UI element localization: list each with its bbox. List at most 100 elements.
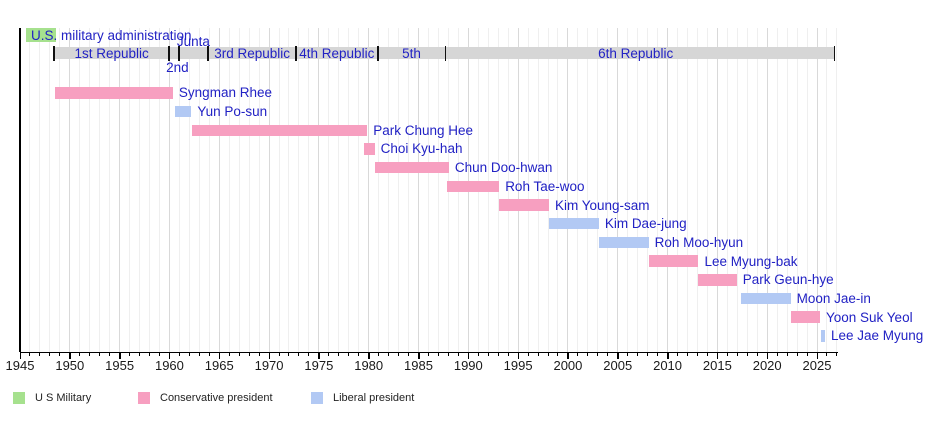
- axis-minor-tick: [358, 353, 360, 356]
- president-bar-roh-tae-woo: [446, 180, 500, 193]
- axis-minor-tick: [278, 353, 280, 356]
- republic-label-5th[interactable]: 5th: [402, 45, 421, 61]
- republic-label-junta[interactable]: Junta: [176, 33, 210, 49]
- gridline: [617, 28, 619, 352]
- gridline: [308, 28, 310, 352]
- gridline: [119, 28, 121, 352]
- gridline: [746, 28, 748, 352]
- gridline: [637, 28, 639, 352]
- gridline: [398, 28, 400, 352]
- president-label-moon-jae-in[interactable]: Moon Jae-in: [796, 290, 871, 306]
- gridline: [557, 28, 559, 352]
- us-military-label[interactable]: U.S. military administration: [31, 27, 192, 43]
- axis-minor-tick: [437, 353, 439, 356]
- axis-major-tick: [318, 353, 320, 359]
- legend-item-liberal: Liberal president: [311, 390, 414, 406]
- president-label-roh-tae-woo[interactable]: Roh Tae-woo: [505, 178, 585, 194]
- gridline: [527, 28, 529, 352]
- president-label-choi-kyu-hah[interactable]: Choi Kyu-hah: [380, 141, 463, 157]
- gridline: [567, 28, 569, 352]
- president-bar-lee-jae-myung: [821, 330, 825, 342]
- republic-label-3rd-republic[interactable]: 3rd Republic: [214, 45, 291, 61]
- gridline: [517, 28, 519, 352]
- axis-year-label: 2010: [653, 358, 683, 373]
- gridline: [188, 28, 190, 352]
- gridline: [288, 28, 290, 352]
- president-label-yun-po-sun[interactable]: Yun Po-sun: [197, 104, 268, 120]
- president-label-kim-dae-jung[interactable]: Kim Dae-jung: [604, 216, 687, 232]
- president-label-kim-young-sam[interactable]: Kim Young-sam: [555, 197, 650, 213]
- president-bar-park-chung-hee: [191, 124, 368, 137]
- gridline: [726, 28, 728, 352]
- gridline: [756, 28, 758, 352]
- axis-minor-tick: [99, 353, 101, 356]
- axis-minor-tick: [607, 353, 609, 356]
- axis-minor-tick: [378, 353, 380, 356]
- axis-minor-tick: [398, 353, 400, 356]
- republic-divider: [168, 45, 170, 61]
- republic-divider: [178, 45, 180, 61]
- president-bar-kim-young-sam: [499, 199, 549, 211]
- axis-minor-tick: [238, 353, 240, 356]
- axis-minor-tick: [457, 353, 459, 356]
- axis-year-label: 1975: [304, 358, 334, 373]
- axis-year-label: 1960: [154, 358, 184, 373]
- gridline: [716, 28, 718, 352]
- gridline: [268, 28, 270, 352]
- republic-label-1st-republic[interactable]: 1st Republic: [74, 45, 149, 61]
- gridline: [99, 28, 101, 352]
- axis-minor-tick: [348, 353, 350, 356]
- axis-minor-tick: [836, 353, 838, 356]
- republic-divider: [295, 45, 297, 61]
- axis-minor-tick: [537, 353, 539, 356]
- axis-major-tick: [218, 353, 221, 359]
- president-label-chun-doo-hwan[interactable]: Chun Doo-hwan: [454, 160, 553, 176]
- axis-major-tick: [517, 353, 520, 359]
- axis-year-label: 1965: [204, 358, 234, 373]
- axis-minor-tick: [49, 353, 51, 356]
- president-label-roh-moo-hyun[interactable]: Roh Moo-hyun: [654, 234, 744, 250]
- axis-minor-tick: [806, 353, 808, 356]
- gridline: [437, 28, 439, 352]
- axis-year-label: 2005: [603, 358, 633, 373]
- axis-minor-tick: [477, 353, 479, 356]
- gridline: [388, 28, 390, 352]
- president-bar-kim-dae-jung: [549, 217, 599, 230]
- president-bar-syngman-rhee: [55, 87, 173, 99]
- axis-minor-tick: [149, 353, 150, 356]
- axis-minor-tick: [527, 353, 529, 356]
- axis-minor-tick: [447, 353, 449, 356]
- president-label-yoon-suk-yeol[interactable]: Yoon Suk Yeol: [825, 309, 913, 325]
- axis-minor-tick: [129, 353, 131, 356]
- republic-divider: [444, 45, 447, 61]
- president-label-park-geun-hye[interactable]: Park Geun-hye: [742, 272, 834, 288]
- republic-label-4th-republic[interactable]: 4th Republic: [299, 45, 375, 61]
- president-bar-moon-jae-in: [740, 292, 791, 305]
- president-label-park-chung-hee[interactable]: Park Chung Hee: [373, 122, 473, 138]
- axis-minor-tick: [577, 353, 579, 356]
- axis-minor-tick: [228, 353, 230, 356]
- republic-label-6th-republic[interactable]: 6th Republic: [598, 45, 674, 61]
- axis-minor-tick: [79, 353, 81, 356]
- president-bar-yoon-suk-yeol: [790, 311, 820, 323]
- gridline: [547, 28, 549, 352]
- president-bar-yun-po-sun: [175, 105, 192, 118]
- axis-year-label: 1980: [354, 358, 384, 373]
- president-label-lee-myung-bak[interactable]: Lee Myung-bak: [704, 253, 798, 269]
- gridline: [298, 28, 300, 352]
- gridline: [218, 28, 220, 352]
- gridline: [627, 28, 629, 352]
- axis-minor-tick: [786, 353, 788, 356]
- gridline: [29, 28, 31, 352]
- president-label-syngman-rhee[interactable]: Syngman Rhee: [178, 85, 272, 101]
- gridline: [178, 28, 180, 352]
- gridline: [806, 28, 808, 352]
- axis-major-tick: [766, 353, 769, 359]
- republic-label-2nd[interactable]: 2nd: [166, 60, 189, 75]
- president-label-lee-jae-myung[interactable]: Lee Jae Myung: [830, 328, 924, 344]
- conservative-swatch: [138, 392, 150, 404]
- axis-minor-tick: [597, 353, 599, 356]
- gridline: [408, 28, 410, 352]
- gridline: [198, 28, 200, 352]
- gridline: [328, 28, 330, 352]
